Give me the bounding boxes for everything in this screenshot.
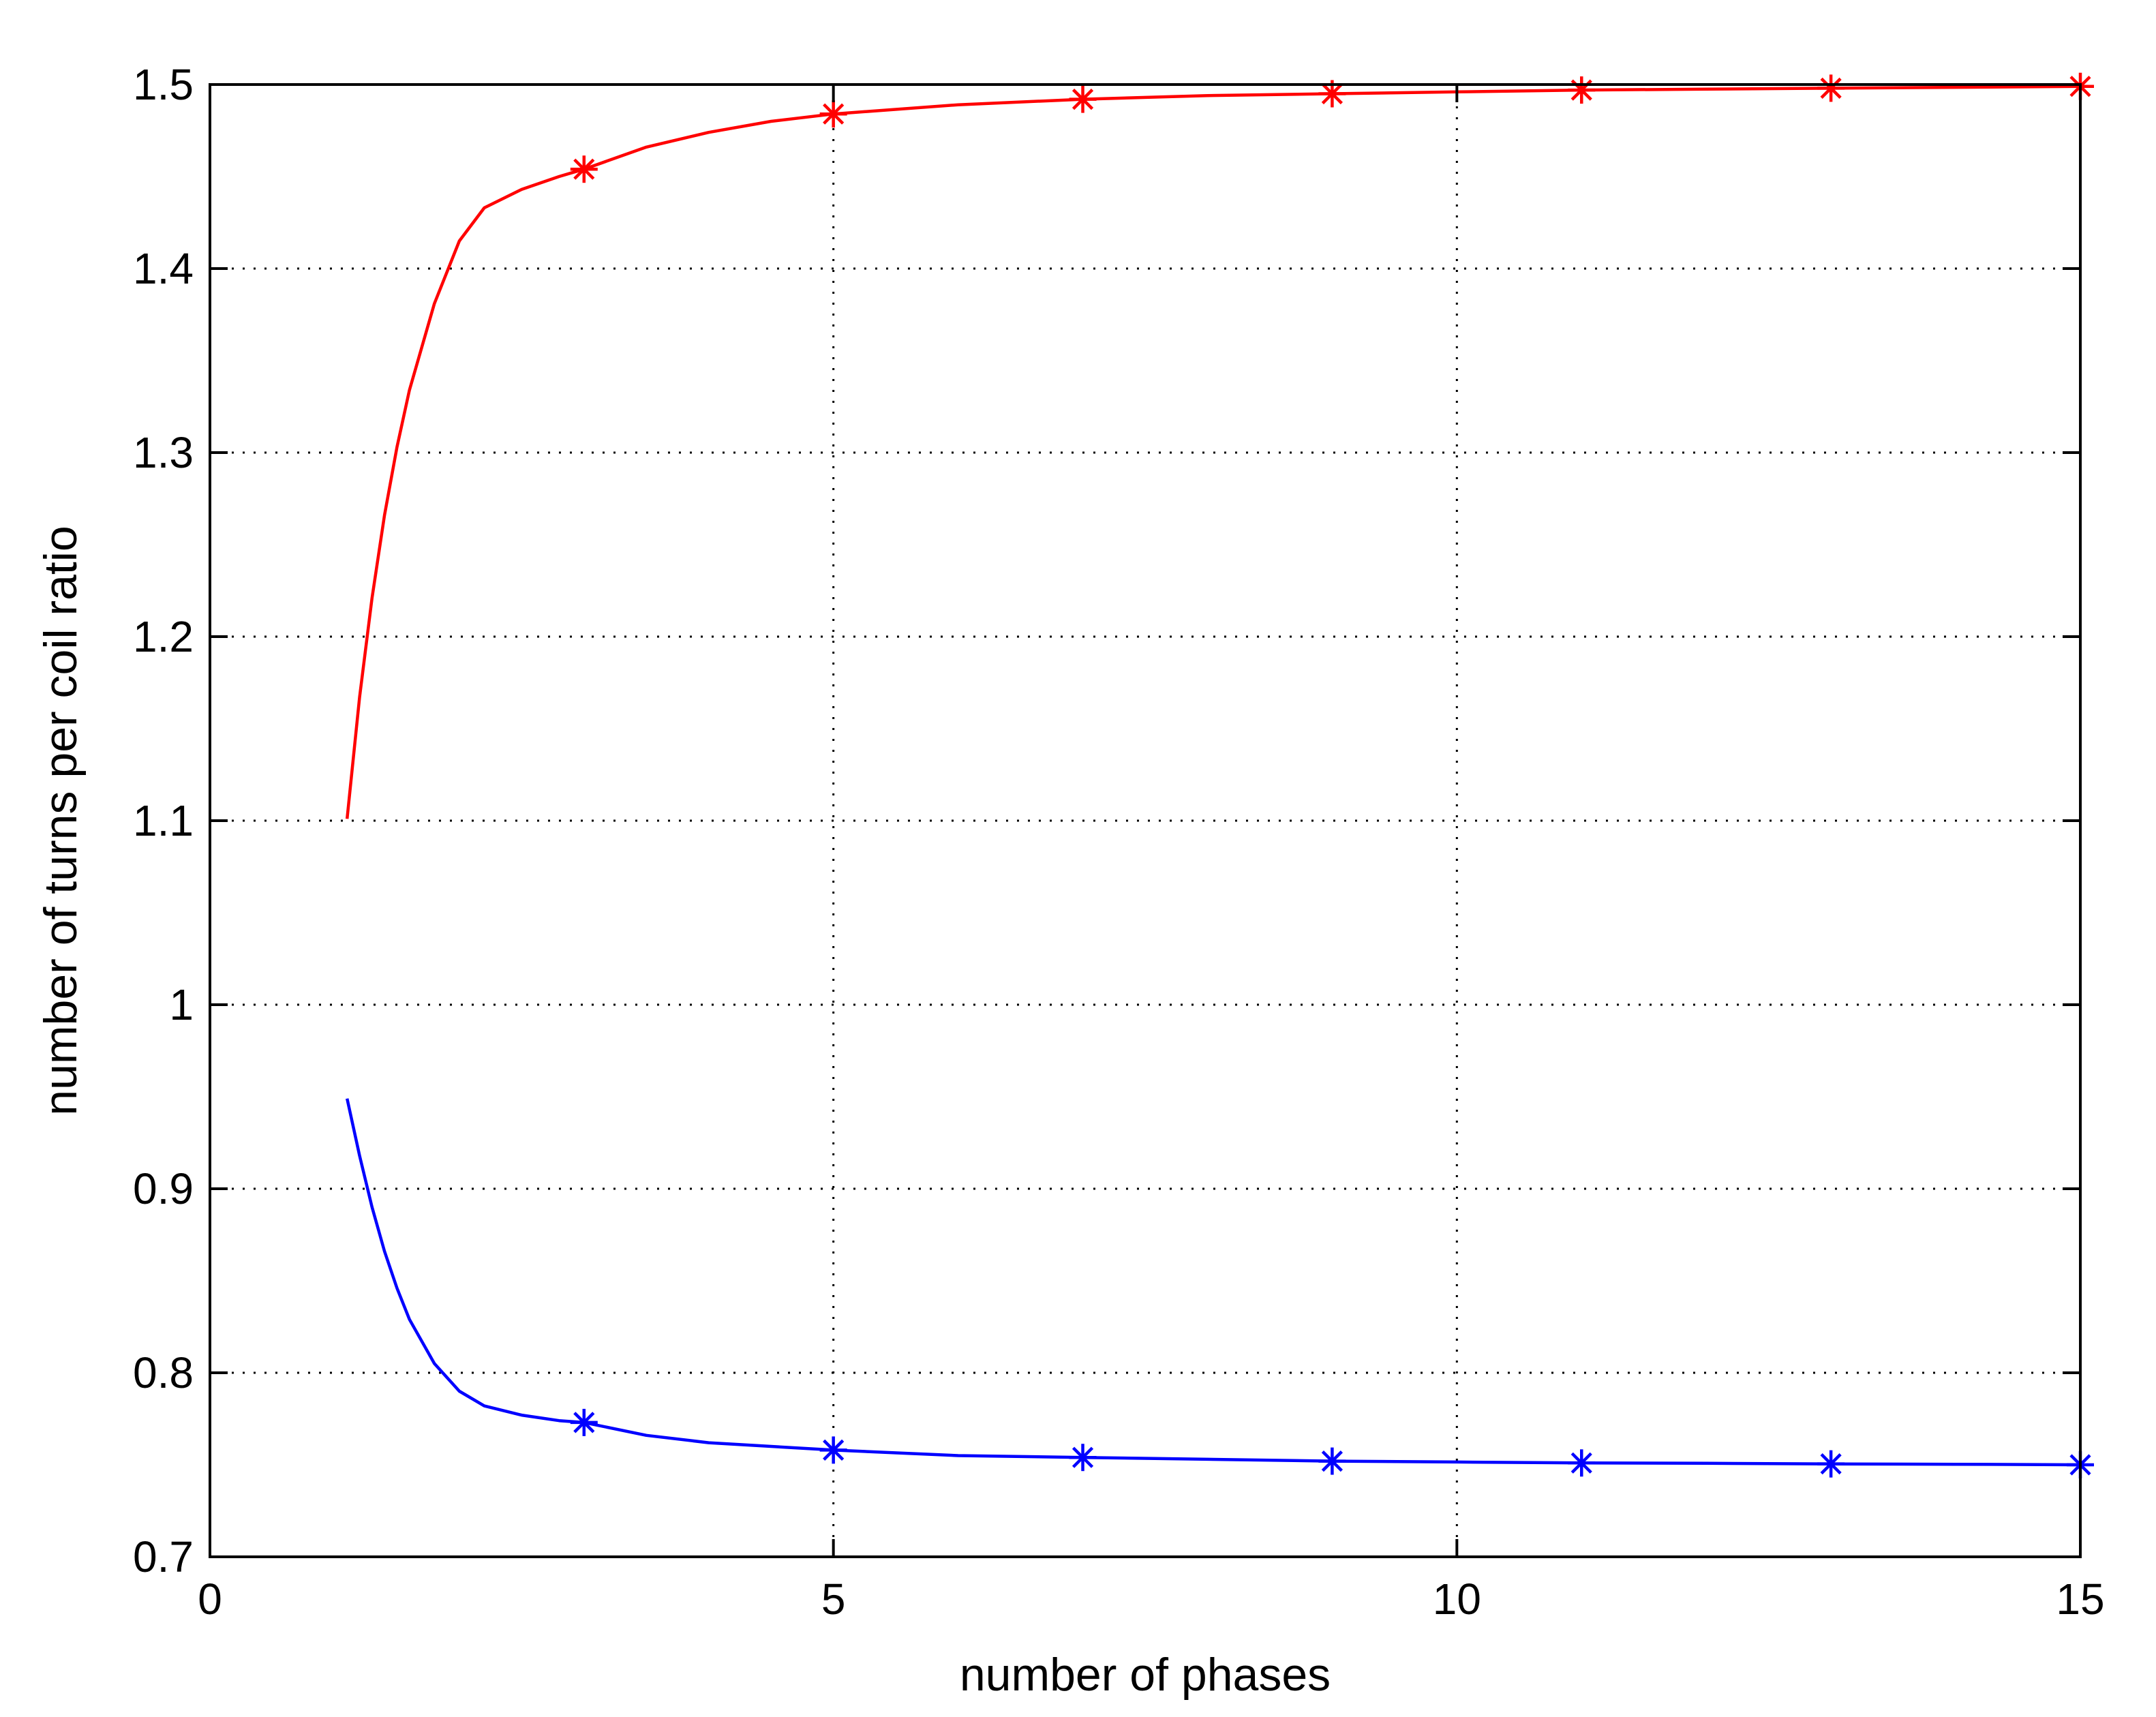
- series-1-marker: [1568, 76, 1596, 104]
- y-tick-label: 1.2: [133, 612, 194, 661]
- series-1-marker: [570, 155, 598, 183]
- series-2-marker: [1817, 1450, 1845, 1478]
- y-tick-label: 1: [169, 980, 194, 1029]
- series-1-line: [345, 85, 2081, 819]
- y-tick-label: 1.5: [133, 60, 194, 109]
- x-tick-label: 10: [1433, 1575, 1481, 1624]
- y-axis-label: number of turns per coil ratio: [35, 526, 87, 1116]
- y-tick-label: 0.8: [133, 1348, 194, 1397]
- x-tick-label: 15: [2056, 1575, 2104, 1624]
- y-tick-label: 1.1: [133, 796, 194, 845]
- series-1-marker: [1069, 85, 1097, 113]
- axes: [209, 83, 2082, 1558]
- x-tick-label: 0: [198, 1575, 222, 1624]
- series-2-marker: [570, 1408, 598, 1436]
- series-2-marker: [819, 1436, 847, 1464]
- series-2-marker: [1069, 1444, 1097, 1472]
- series-2-line: [346, 1098, 2081, 1467]
- y-tick-label: 1.3: [133, 428, 194, 477]
- x-tick-label: 5: [821, 1575, 846, 1624]
- series-1-marker: [819, 100, 847, 128]
- y-tick-label: 0.9: [133, 1164, 194, 1213]
- tick-labels: 0 5 10 15 0.7 0.8 0.9 1 1.1 1.2 1.3 1.4 1.5: [133, 60, 2105, 1624]
- series-2-marker: [1568, 1449, 1596, 1477]
- series-2-marker: [1318, 1447, 1346, 1475]
- x-axis-label: number of phases: [960, 1649, 1331, 1701]
- series-1-marker: [1817, 74, 1845, 102]
- series-1-marker: [1318, 80, 1346, 108]
- series-layer: [345, 72, 2094, 1478]
- y-tick-label: 0.7: [133, 1532, 194, 1581]
- y-tick-label: 1.4: [133, 244, 194, 293]
